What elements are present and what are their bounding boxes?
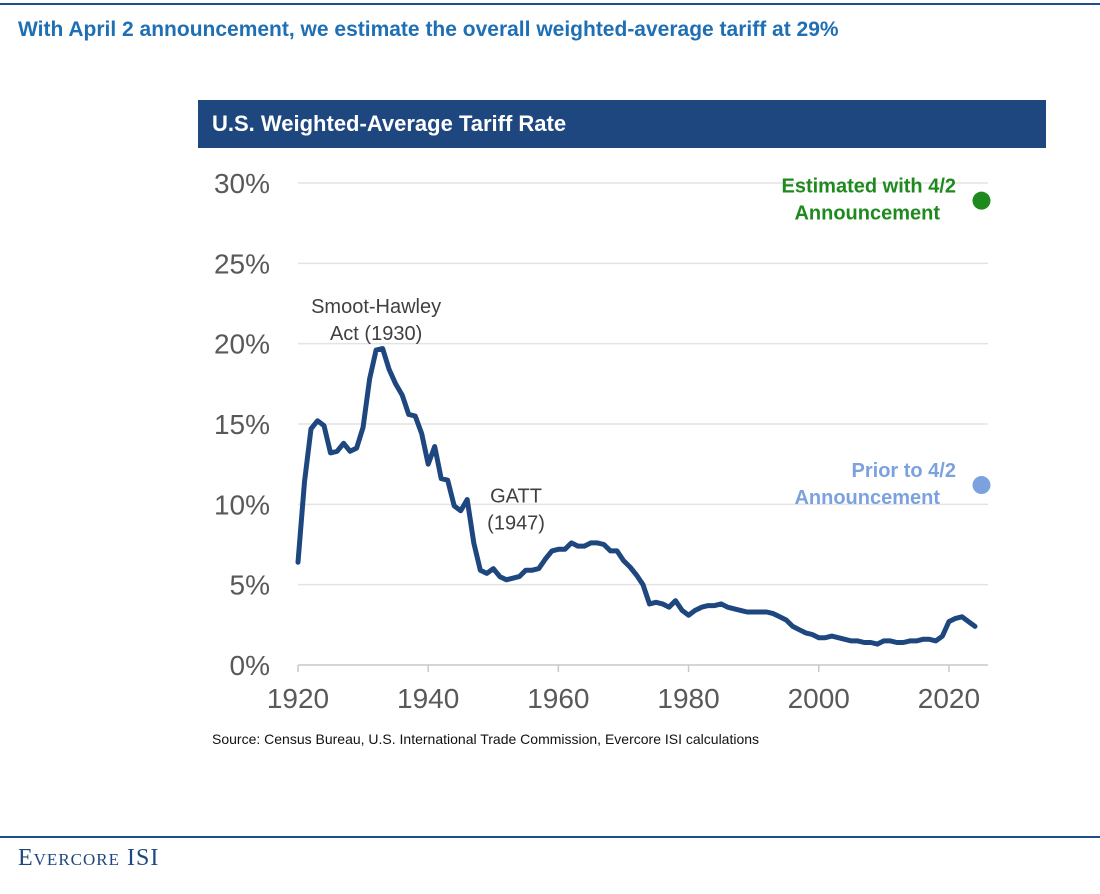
- x-tick-label: 1960: [527, 683, 589, 714]
- y-tick-label: 5%: [230, 570, 270, 601]
- event-annotation: GATT (1947): [487, 486, 545, 535]
- x-tick-label: 2020: [918, 683, 980, 714]
- chart-title: U.S. Weighted-Average Tariff Rate: [198, 100, 1046, 148]
- y-tick-label: 20%: [214, 329, 270, 360]
- evercore-logo: Evercore ISI: [18, 845, 160, 871]
- page-headline: With April 2 announcement, we estimate t…: [18, 18, 839, 41]
- x-tick-label: 2000: [788, 683, 850, 714]
- y-tick-label: 30%: [214, 168, 270, 199]
- y-tick-label: 0%: [230, 650, 270, 681]
- source-note: Source: Census Bureau, U.S. Internationa…: [212, 731, 760, 747]
- y-tick-label: 10%: [214, 489, 270, 520]
- tariff-series-line: [295, 346, 978, 647]
- prior-point-label: Prior to 4/2 Announcement: [794, 460, 956, 509]
- x-tick-label: 1980: [657, 683, 719, 714]
- event-annotation: Smoot-Hawley Act (1930): [311, 296, 441, 345]
- x-tick-label: 1940: [397, 683, 459, 714]
- prior-point: [972, 476, 991, 495]
- y-tick-label: 25%: [214, 248, 270, 279]
- y-tick-label: 15%: [214, 409, 270, 440]
- tariff-chart: 0% 5% 10% 15% 20% 25% 30% 1920 1940 1960 1980 2000 2…: [214, 168, 991, 714]
- bottom-divider: [0, 836, 1100, 838]
- top-divider: [0, 3, 1100, 5]
- estimated-point-label: Estimated with 4/2 Announcement: [782, 176, 957, 225]
- estimated-point: [972, 191, 991, 210]
- x-tick-label: 1920: [267, 683, 329, 714]
